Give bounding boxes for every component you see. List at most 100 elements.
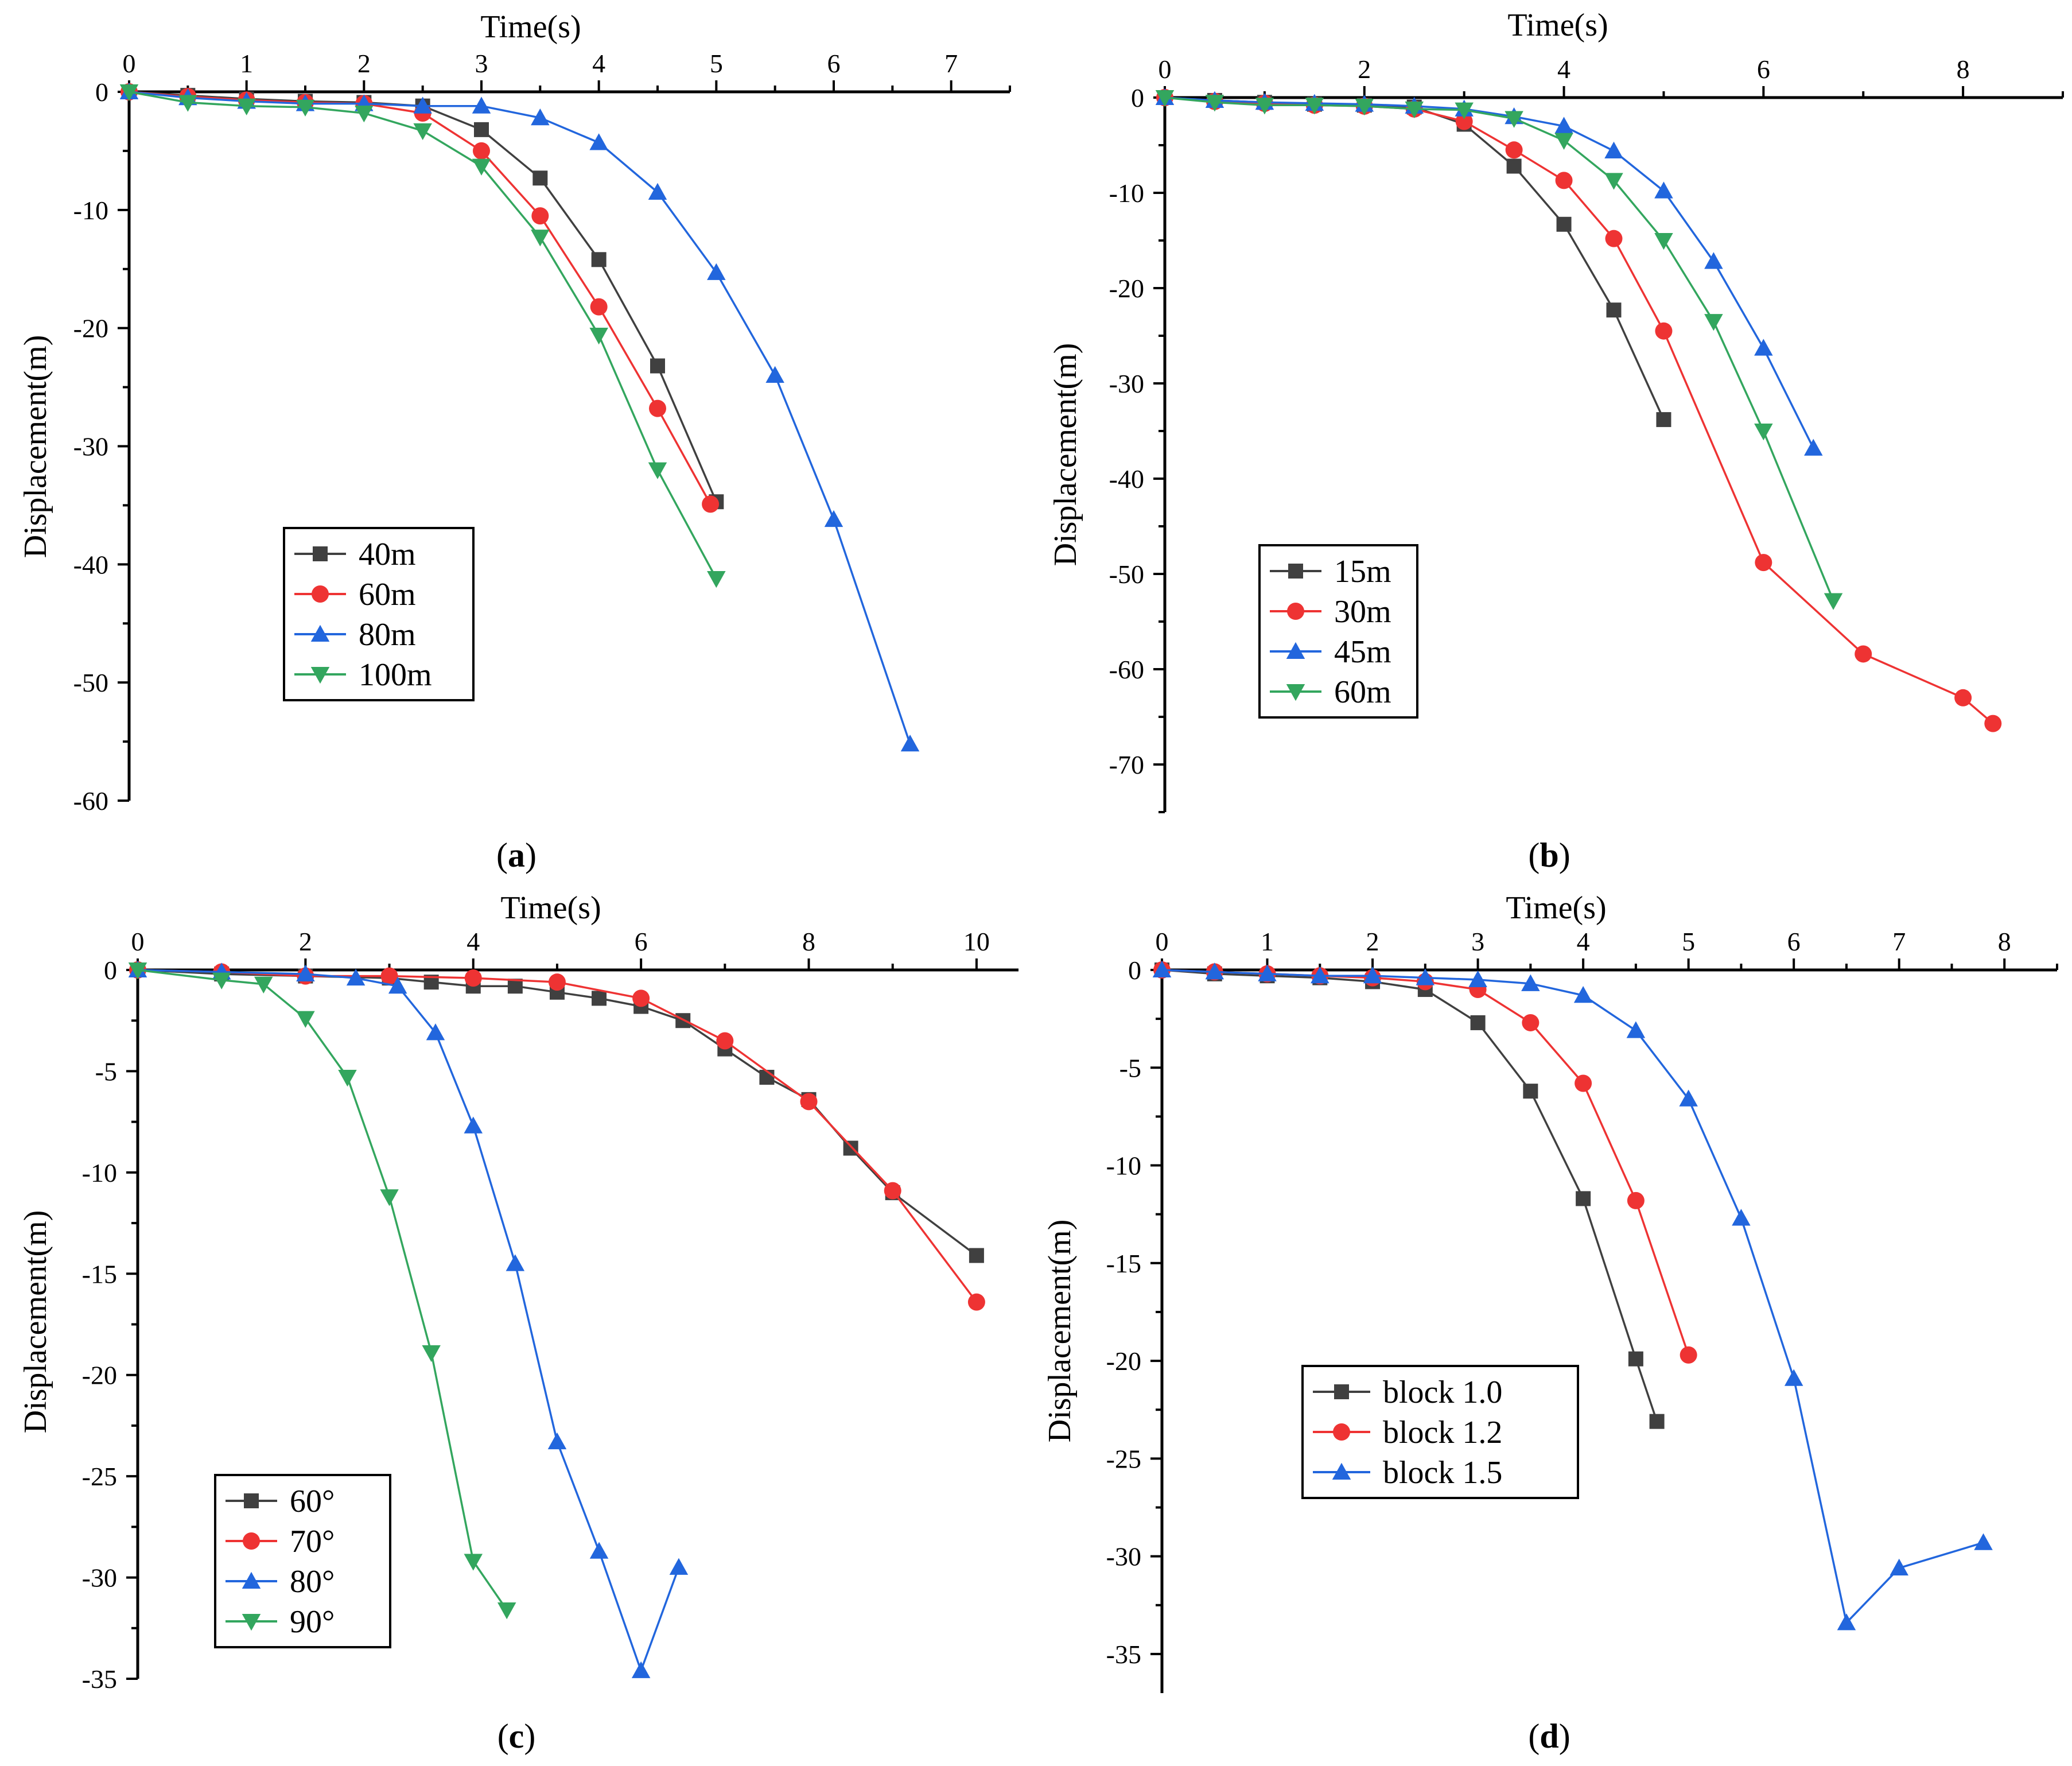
data-point <box>591 252 607 267</box>
legend-marker <box>1333 1423 1350 1441</box>
data-point <box>1505 141 1523 159</box>
data-point <box>346 968 366 986</box>
data-point <box>1649 1414 1665 1429</box>
x-tick-label: 2 <box>1358 55 1371 84</box>
data-point <box>702 495 720 513</box>
data-point <box>296 99 315 117</box>
data-point <box>1655 322 1673 340</box>
data-point <box>388 976 407 994</box>
data-point <box>1305 98 1324 115</box>
data-point <box>1679 1089 1698 1107</box>
data-point <box>1523 1084 1538 1099</box>
data-point <box>1754 424 1773 441</box>
series-line-1 <box>129 91 717 502</box>
y-tick-label: -35 <box>1106 1640 1141 1669</box>
legend-marker <box>1286 684 1305 701</box>
data-point <box>472 96 491 114</box>
data-point <box>1573 986 1593 1003</box>
panel-label: (c) <box>497 1717 536 1755</box>
data-point <box>1604 173 1623 190</box>
data-point <box>464 1116 483 1134</box>
series-line-1 <box>1164 96 1665 420</box>
y-tick-label: -5 <box>95 1057 117 1086</box>
data-point <box>1605 230 1623 247</box>
data-point <box>296 1011 315 1028</box>
x-tick-label: 0 <box>1156 927 1169 956</box>
legend-marker <box>1287 603 1304 620</box>
data-point <box>464 969 482 987</box>
data-point <box>1804 438 1823 456</box>
legend-marker <box>244 1493 259 1508</box>
y-tick-label: -40 <box>73 550 108 579</box>
x-tick-label: 4 <box>592 49 605 78</box>
x-tick-label: 8 <box>1998 927 2011 956</box>
data-point <box>380 1189 399 1206</box>
legend-label: 40m <box>359 537 416 572</box>
legend-marker <box>310 667 330 684</box>
data-point <box>649 399 666 417</box>
data-point <box>1311 966 1329 984</box>
data-point <box>1974 1533 1993 1550</box>
y-tick-label: 0 <box>95 77 108 107</box>
chart-panel-c: 0 2 4 6 8 10 0 -5 -10 -15 -20 -25 -30 -35 Time(s) Displ… <box>18 890 1018 1755</box>
data-point <box>1855 645 1872 663</box>
data-point <box>128 962 147 980</box>
data-point <box>1704 252 1723 269</box>
x-tick-label: 2 <box>357 49 371 78</box>
data-point <box>592 991 607 1006</box>
series-line-3 <box>129 91 911 744</box>
data-point <box>967 1293 985 1311</box>
data-point <box>1754 339 1773 356</box>
data-point <box>1205 962 1224 980</box>
data-point <box>589 133 608 150</box>
x-tick-label: 4 <box>467 927 480 956</box>
data-point <box>1755 554 1772 572</box>
series-line-3 <box>137 969 680 1674</box>
series-line-2 <box>137 969 978 1303</box>
data-point <box>650 358 665 374</box>
data-point <box>716 1032 734 1050</box>
x-tick-label: 5 <box>710 49 723 78</box>
data-point <box>472 158 491 176</box>
y-tick-label: -60 <box>73 786 108 816</box>
x-axis-title: Time(s) <box>1506 890 1606 926</box>
legend-marker <box>312 585 329 603</box>
series-line-4 <box>1164 96 1834 601</box>
legend-label: 80° <box>290 1564 335 1600</box>
data-point <box>1363 966 1382 984</box>
data-point <box>212 972 231 989</box>
y-tick-label: -35 <box>82 1664 117 1694</box>
data-point <box>1205 95 1224 112</box>
x-tick-label: 1 <box>1261 927 1274 956</box>
chart-panel-a: 0 1 2 3 4 5 6 7 0 -10 -20 -30 -40 -50 -60 Time(s) Displa… <box>18 9 1011 874</box>
legend-box <box>1258 544 1418 719</box>
data-point <box>422 1345 441 1363</box>
x-tick-label: 6 <box>827 49 841 78</box>
series-line-4 <box>129 91 717 579</box>
data-point <box>1628 1351 1643 1367</box>
y-tick-label: -30 <box>1106 1542 1141 1571</box>
y-tick-label: -60 <box>1109 655 1144 684</box>
y-tick-label: -10 <box>82 1158 117 1187</box>
legend-label: block 1.2 <box>1383 1415 1502 1450</box>
legend-marker <box>242 1571 261 1589</box>
x-tick-label: 4 <box>1557 55 1570 84</box>
legend-box <box>214 1474 391 1648</box>
x-tick-label: 2 <box>299 927 312 956</box>
data-point <box>843 1140 858 1156</box>
x-tick-label: 3 <box>1471 927 1484 956</box>
data-point <box>1468 970 1487 988</box>
data-point <box>1627 1191 1645 1209</box>
data-point <box>1470 1015 1486 1030</box>
data-point <box>648 183 667 200</box>
data-point <box>1155 90 1175 107</box>
x-axis-title: Time(s) <box>500 890 601 926</box>
data-point <box>1784 1369 1803 1386</box>
data-point <box>1521 974 1540 991</box>
legend-label: 30m <box>1334 594 1391 630</box>
data-point <box>497 1602 516 1620</box>
y-tick-label: -25 <box>82 1462 117 1491</box>
x-tick-label: 7 <box>944 49 958 78</box>
data-point <box>548 973 566 991</box>
legend-label: 60m <box>1334 674 1391 710</box>
